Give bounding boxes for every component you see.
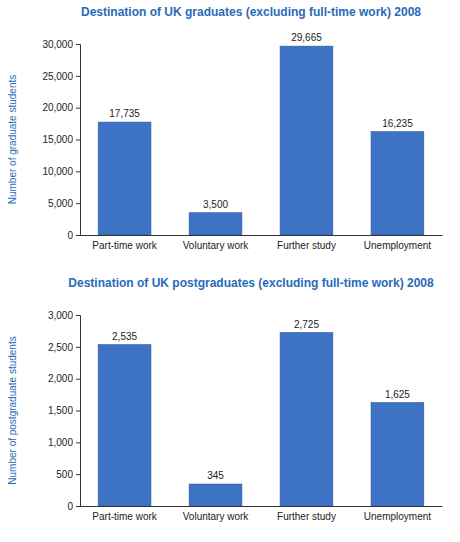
tick-label: Further study (277, 511, 336, 522)
tick-label: 1,500 (48, 405, 73, 416)
data-label: 345 (207, 470, 224, 481)
data-label: 2,535 (112, 331, 137, 342)
tick-label: Part-time work (92, 240, 157, 251)
data-label: 16,235 (382, 118, 413, 129)
bar (280, 333, 333, 506)
tick-mark (76, 379, 80, 380)
tick-label: Unemployment (364, 240, 431, 251)
tick-label: 0 (67, 501, 73, 512)
tick-mark (76, 506, 80, 507)
bar (189, 213, 242, 235)
bars (98, 333, 424, 506)
tick: 500 (56, 469, 80, 480)
tick-mark (76, 108, 80, 109)
tick-mark (76, 315, 80, 316)
tick: Voluntary work (183, 235, 250, 251)
tick: Voluntary work (183, 506, 250, 522)
bar (189, 484, 242, 506)
tick: Unemployment (364, 506, 431, 522)
tick-mark (76, 235, 80, 236)
axis-line (76, 316, 81, 507)
tick-mark (76, 44, 80, 45)
bar (371, 132, 424, 235)
tick-label: 3,000 (48, 310, 73, 321)
tick-label: 0 (67, 230, 73, 241)
y-axis: 0 5,000 10,000 15,000 20,000 25,000 30,000 (42, 39, 80, 241)
chart-panel: Destination of UK graduates (excluding f… (7, 5, 443, 251)
tick: Unemployment (364, 235, 431, 251)
chart-title: Destination of UK graduates (excluding f… (81, 5, 421, 19)
bar (280, 46, 333, 235)
tick-label: 2,000 (48, 373, 73, 384)
tick: 3,000 (48, 310, 80, 321)
tick-label: 20,000 (42, 102, 73, 113)
tick-mark (76, 411, 80, 412)
tick-label: 25,000 (42, 71, 73, 82)
tick: 15,000 (42, 134, 80, 145)
tick: 25,000 (42, 71, 80, 82)
tick: 30,000 (42, 39, 80, 50)
tick-label: 2,500 (48, 342, 73, 353)
tick: 10,000 (42, 166, 80, 177)
tick-label: 10,000 (42, 166, 73, 177)
tick: Part-time work (92, 506, 157, 522)
bars (98, 46, 424, 235)
tick-mark (76, 76, 80, 77)
tick-label: 1,000 (48, 437, 73, 448)
tick: 2,500 (48, 342, 80, 353)
tick-mark (76, 474, 80, 475)
tick-mark (76, 140, 80, 141)
bar (371, 403, 424, 506)
y-axis-title: Number of postgraduate students (7, 336, 18, 484)
tick-label: Unemployment (364, 511, 431, 522)
plot-area: 0 500 1,000 1,500 2,000 2,500 3,000 Part-time w… (48, 310, 443, 522)
tick-mark (76, 442, 80, 443)
tick-mark (76, 171, 80, 172)
tick-mark (76, 347, 80, 348)
data-labels: 17,735 3,500 29,665 16,235 (109, 32, 413, 210)
data-labels: 2,535 345 2,725 1,625 (112, 319, 410, 482)
x-axis: Part-time work Voluntary work Further stud… (81, 235, 443, 251)
tick-label: Part-time work (92, 511, 157, 522)
chart-panel: Destination of UK postgraduates (excludi… (7, 276, 443, 522)
tick: Further study (277, 506, 336, 522)
data-label: 29,665 (291, 32, 322, 43)
tick-label: Voluntary work (183, 511, 250, 522)
data-label: 17,735 (109, 108, 140, 119)
data-label: 2,725 (294, 319, 319, 330)
plot-area: 0 5,000 10,000 15,000 20,000 25,000 30,000 Part… (42, 32, 442, 251)
tick: 0 (67, 501, 80, 512)
axis-line (81, 235, 443, 236)
data-label: 3,500 (203, 199, 228, 210)
axis-line (81, 506, 443, 507)
tick: 1,500 (48, 405, 80, 416)
data-label: 1,625 (385, 389, 410, 400)
tick-mark (76, 203, 80, 204)
tick: 5,000 (48, 198, 80, 209)
tick: 1,000 (48, 437, 80, 448)
figure: Destination of UK graduates (excluding f… (0, 0, 460, 542)
tick-label: Voluntary work (183, 240, 250, 251)
axis-line (76, 45, 81, 236)
tick-label: 5,000 (48, 198, 73, 209)
tick: Part-time work (92, 235, 157, 251)
tick: 0 (67, 230, 80, 241)
tick-label: 15,000 (42, 134, 73, 145)
tick: 20,000 (42, 102, 80, 113)
bar (98, 345, 151, 506)
y-axis: 0 500 1,000 1,500 2,000 2,500 3,000 (48, 310, 81, 512)
tick-label: 500 (56, 469, 73, 480)
y-axis-title: Number of graduate students (7, 75, 18, 205)
x-axis: Part-time work Voluntary work Further stud… (81, 506, 443, 522)
tick-label: Further study (277, 240, 336, 251)
bar (98, 122, 151, 235)
tick: Further study (277, 235, 336, 251)
chart-title: Destination of UK postgraduates (excludi… (68, 276, 434, 290)
tick: 2,000 (48, 373, 80, 384)
tick-label: 30,000 (42, 39, 73, 50)
